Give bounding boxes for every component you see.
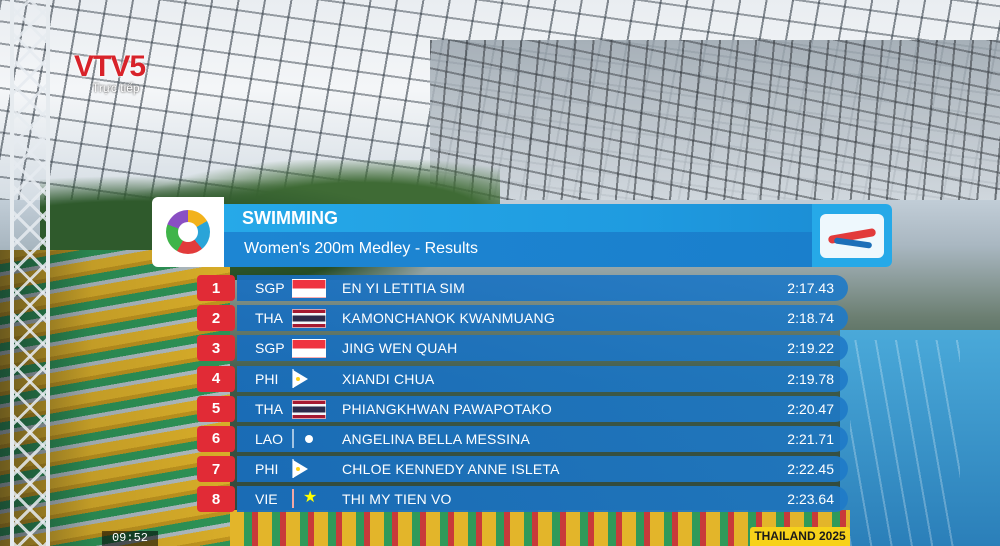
- athlete-name: XIANDI CHUA: [342, 370, 435, 387]
- result-time: 2:20.47: [787, 400, 834, 417]
- philippines-flag-icon: [292, 459, 294, 479]
- thailand-flag-icon: [292, 399, 326, 419]
- country-code: PHI: [255, 461, 279, 478]
- pool-lanes: [850, 340, 960, 546]
- country-code: THA: [255, 400, 283, 417]
- country-code: SGP: [255, 340, 285, 357]
- sport-title-bar: SWIMMING: [224, 204, 814, 232]
- result-row: 7 PHI CHLOE KENNEDY ANNE ISLETA 2:22.45: [197, 456, 849, 483]
- result-time: 2:21.71: [787, 430, 834, 447]
- philippines-flag-icon: [292, 368, 294, 388]
- bottom-seats: [230, 510, 850, 546]
- games-emblem-box: [152, 197, 224, 267]
- broadcaster-logo: VTV5: [74, 50, 146, 83]
- result-bar: THA PHIANGKHWAN PAWAPOTAKO 2:20.47: [237, 395, 848, 422]
- roof-truss: [430, 40, 1000, 200]
- rank-badge: 4: [197, 365, 235, 392]
- result-time: 2:19.78: [787, 370, 834, 387]
- pool-water: [840, 330, 1000, 546]
- country-code: PHI: [255, 370, 279, 387]
- sport-pictogram-box: [812, 204, 892, 267]
- laos-flag-icon: [292, 428, 294, 448]
- result-row: 3 SGP JING WEN QUAH 2:19.22: [197, 335, 849, 362]
- athlete-name: PHIANGKHWAN PAWAPOTAKO: [342, 400, 553, 417]
- event-title: Women's 200m Medley - Results: [244, 240, 478, 257]
- athlete-name: KAMONCHANOK KWANMUANG: [342, 310, 555, 327]
- result-time: 2:19.22: [787, 340, 834, 357]
- athlete-name: CHLOE KENNEDY ANNE ISLETA: [342, 461, 560, 478]
- rank-badge: 5: [197, 395, 235, 422]
- result-row: 1 SGP EN YI LETITIA SIM 2:17.43: [197, 275, 849, 301]
- result-bar: PHI XIANDI CHUA 2:19.78: [237, 365, 848, 392]
- results-table: 1 SGP EN YI LETITIA SIM 2:17.43 2 THA KA…: [197, 275, 849, 517]
- result-row: 4 PHI XIANDI CHUA 2:19.78: [197, 365, 849, 392]
- singapore-flag-icon: [292, 279, 326, 298]
- result-row: 2 THA KAMONCHANOK KWANMUANG 2:18.74: [197, 305, 849, 332]
- singapore-flag-icon: [292, 339, 326, 359]
- thailand-flag-icon: [292, 309, 326, 329]
- result-time: 2:23.64: [787, 491, 834, 508]
- result-row: 8 VIE THI MY TIEN VO 2:23.64: [197, 486, 849, 513]
- country-code: SGP: [255, 280, 285, 296]
- result-time: 2:22.45: [787, 461, 834, 478]
- result-time: 2:18.74: [787, 310, 834, 327]
- steel-truss: [10, 0, 50, 546]
- athlete-name: THI MY TIEN VO: [342, 491, 452, 508]
- games-emblem-icon: [166, 210, 210, 254]
- event-title-bar: Women's 200m Medley - Results: [224, 232, 814, 267]
- athlete-name: ANGELINA BELLA MESSINA: [342, 430, 531, 447]
- sport-title: SWIMMING: [242, 208, 338, 228]
- country-code: VIE: [255, 491, 278, 508]
- athlete-name: JING WEN QUAH: [342, 340, 458, 357]
- vietnam-flag-icon: [292, 489, 294, 509]
- broadcast-clock: 09:52: [102, 531, 158, 546]
- rank-badge: 3: [197, 335, 235, 362]
- result-bar: THA KAMONCHANOK KWANMUANG 2:18.74: [237, 305, 848, 332]
- rank-badge: 6: [197, 425, 235, 452]
- result-bar: LAO ANGELINA BELLA MESSINA 2:21.71: [237, 425, 848, 452]
- country-code: THA: [255, 310, 283, 327]
- result-bar: SGP EN YI LETITIA SIM 2:17.43: [237, 275, 848, 301]
- athlete-name: EN YI LETITIA SIM: [342, 280, 465, 296]
- swimming-pictogram-icon: [820, 213, 884, 258]
- rank-badge: 7: [197, 456, 235, 483]
- live-label: Trực tiếp: [92, 81, 140, 95]
- rank-badge: 2: [197, 305, 235, 332]
- rank-badge: 1: [197, 275, 235, 301]
- result-row: 5 THA PHIANGKHWAN PAWAPOTAKO 2:20.47: [197, 395, 849, 422]
- result-bar: VIE THI MY TIEN VO 2:23.64: [237, 486, 848, 513]
- result-row: 6 LAO ANGELINA BELLA MESSINA 2:21.71: [197, 425, 849, 452]
- result-time: 2:17.43: [787, 280, 834, 296]
- result-bar: SGP JING WEN QUAH 2:19.22: [237, 335, 848, 362]
- event-location-tag: THAILAND 2025: [750, 527, 850, 546]
- result-bar: PHI CHLOE KENNEDY ANNE ISLETA 2:22.45: [237, 456, 848, 483]
- rank-badge: 8: [197, 486, 235, 513]
- country-code: LAO: [255, 430, 284, 447]
